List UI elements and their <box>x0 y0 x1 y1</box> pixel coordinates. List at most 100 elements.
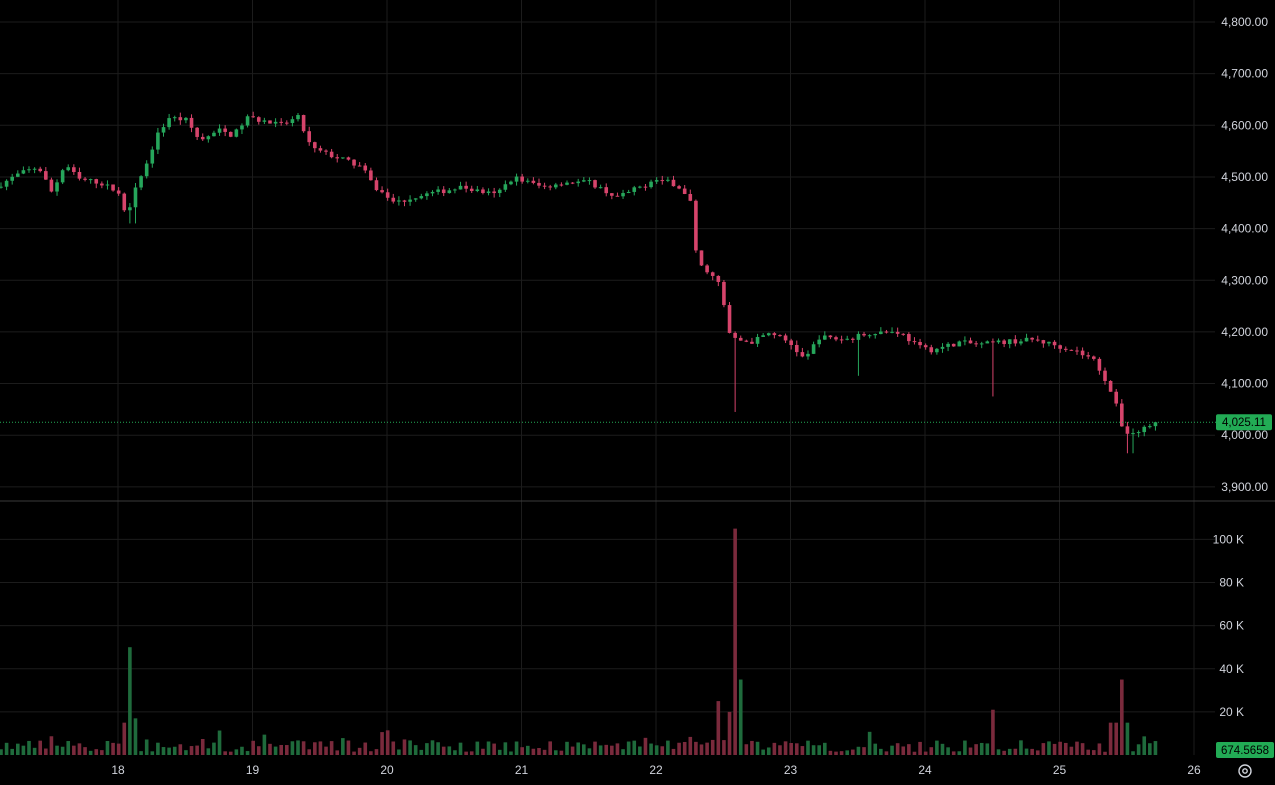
volume-bar <box>172 746 177 755</box>
volume-bar <box>116 743 121 755</box>
volume-bar <box>666 740 670 755</box>
volume-bar <box>800 746 805 755</box>
candle-body <box>441 189 446 194</box>
candle-body <box>699 250 704 266</box>
candle-body <box>27 169 31 171</box>
candle-body <box>128 207 132 211</box>
candle-body <box>1030 337 1034 340</box>
volume-bar <box>206 748 211 755</box>
candle-body <box>553 184 558 188</box>
gear-icon[interactable] <box>1236 762 1254 780</box>
volume-bar <box>189 746 194 755</box>
volume-tick-label: 60 K <box>1219 619 1244 633</box>
candle-body <box>66 167 71 171</box>
volume-bar <box>610 745 614 755</box>
candle-body <box>116 190 121 194</box>
candle-body <box>21 170 26 174</box>
candle-body <box>621 193 625 197</box>
volume-bar <box>453 750 457 755</box>
volume-bar <box>1047 741 1051 755</box>
volume-bar <box>626 741 631 755</box>
last-volume-label: 674.5658 <box>1221 745 1269 757</box>
candle-body <box>105 184 110 186</box>
volume-bar <box>727 711 732 755</box>
candle-body <box>430 191 435 194</box>
volume-bar <box>722 740 726 755</box>
volume-bar <box>1041 743 1046 755</box>
volume-bar <box>425 743 429 755</box>
volume-bar <box>946 747 950 755</box>
candle-body <box>156 132 160 150</box>
candle-body <box>290 119 295 123</box>
candle-body <box>525 180 530 182</box>
candle-body <box>44 171 48 180</box>
volume-bar <box>963 740 967 755</box>
volume-axis[interactable]: 100 K 80 K 60 K 40 K 20 K <box>1213 532 1244 718</box>
candle-body <box>884 331 889 333</box>
volume-bar <box>593 741 597 755</box>
candle-body <box>671 179 676 187</box>
volume-tick-label: 100 K <box>1213 532 1244 546</box>
volume-bar <box>1069 746 1074 755</box>
candle-body <box>268 120 272 124</box>
candle-body <box>72 167 76 172</box>
volume-bar <box>576 742 581 755</box>
volume-bar <box>397 749 401 755</box>
candle-body <box>963 340 967 342</box>
volume-bar <box>369 751 373 755</box>
candle-body <box>761 335 765 338</box>
volume-bar <box>184 750 188 755</box>
candle-body <box>531 180 536 183</box>
candle-body <box>100 183 104 186</box>
candle-body <box>839 339 844 341</box>
volume-bar <box>822 742 827 755</box>
candle-body <box>632 187 637 192</box>
volume-bar <box>357 747 362 755</box>
candle-body <box>15 173 20 177</box>
volume-bar <box>1063 742 1068 755</box>
candle-body <box>514 176 519 182</box>
candle-body <box>682 188 687 194</box>
volume-bar <box>1019 740 1023 755</box>
volume-bar <box>234 749 239 755</box>
price-tick-label: 4,500.00 <box>1221 170 1268 184</box>
volume-bar <box>178 744 183 755</box>
volume-bar <box>912 751 917 755</box>
volume-bar <box>649 743 653 755</box>
time-tick-label: 25 <box>1053 763 1067 777</box>
price-axis[interactable]: 4,800.00 4,700.00 4,600.00 4,500.00 4,400.00… <box>1221 15 1268 494</box>
candle-body <box>301 115 306 132</box>
candle-body <box>200 136 205 140</box>
volume-bar <box>262 734 267 755</box>
volume-bar <box>335 750 340 755</box>
volume-bar <box>413 745 418 755</box>
candle-body <box>391 197 396 202</box>
candle-body <box>811 344 816 354</box>
volume-bar <box>27 740 31 755</box>
candle-body <box>144 163 149 177</box>
candle-body <box>0 186 3 188</box>
volume-bar <box>761 749 765 755</box>
volume-bar <box>1103 751 1107 755</box>
candle-body <box>654 180 659 182</box>
volume-bar <box>509 751 513 755</box>
volume-bar <box>1153 741 1158 755</box>
volume-bar <box>380 732 384 755</box>
candle-body <box>901 333 906 335</box>
time-tick-label: 22 <box>649 763 663 777</box>
candle-body <box>582 180 586 182</box>
time-axis[interactable]: 18 19 20 21 22 23 24 25 26 <box>111 763 1201 777</box>
candle-body <box>817 339 821 345</box>
candle-body <box>178 117 183 121</box>
volume-bar <box>548 741 552 755</box>
volume-bar <box>1086 749 1090 755</box>
candle-body <box>688 193 693 201</box>
volume-bar <box>133 718 138 755</box>
candle-body <box>167 118 171 128</box>
volume-bar <box>867 731 872 755</box>
volume-bar <box>1075 741 1079 755</box>
candle-body <box>660 180 665 182</box>
volume-bar <box>716 701 721 755</box>
candle-body <box>559 184 564 186</box>
